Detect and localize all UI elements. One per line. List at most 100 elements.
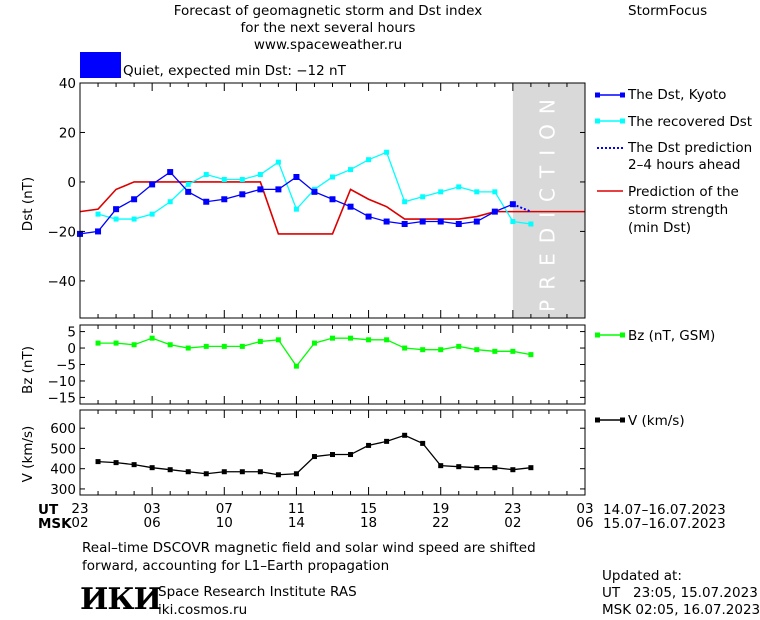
- ut-tick-label: 23: [71, 501, 88, 517]
- dst-kyoto-point: [239, 191, 246, 198]
- status-text: Quiet, expected min Dst: −12 nT: [123, 63, 346, 79]
- y-tick-label: 0: [67, 175, 76, 191]
- legend-storm-strength-line1: Prediction of the: [628, 184, 739, 200]
- v-point: [149, 465, 155, 471]
- ut-tick-label: 23: [504, 501, 521, 517]
- msk-tick-label: 02: [504, 515, 521, 531]
- bz-point: [492, 348, 498, 354]
- bz-point: [203, 343, 209, 349]
- brand-name: StormFocus: [628, 3, 708, 19]
- prediction-band-label: PREDICTION: [535, 89, 559, 312]
- footer-note-line1: Real–time DSCOVR magnetic field and sola…: [82, 540, 536, 556]
- chart-title-line1: Forecast of geomagnetic storm and Dst in…: [173, 3, 483, 19]
- storm-strength-line: [79, 181, 585, 235]
- dst-kyoto-point: [113, 206, 120, 213]
- y-tick-label: 20: [59, 125, 76, 141]
- ut-tick-label: 11: [288, 501, 305, 517]
- v-point: [311, 454, 317, 460]
- bz-point: [474, 347, 480, 353]
- dst-kyoto-point: [491, 208, 498, 215]
- footer-note-line2: forward, accounting for L1–Earth propaga…: [82, 558, 390, 574]
- v-point: [131, 462, 137, 468]
- updated-msk: MSK 02:05, 16.07.2023: [602, 602, 760, 618]
- y-tick-label: 5: [67, 325, 76, 341]
- dst-recovered-point: [438, 189, 444, 195]
- legend-dst-prediction-line1: The Dst prediction: [628, 140, 753, 156]
- institute-name: Space Research Institute RAS: [158, 584, 357, 600]
- dst-kyoto-point: [95, 228, 102, 235]
- bz-point: [95, 340, 101, 346]
- dst-kyoto-point: [437, 218, 444, 225]
- v-point: [366, 442, 372, 448]
- y-tick-label: 300: [50, 482, 76, 498]
- dst-recovered-point: [203, 172, 209, 178]
- dst-kyoto-point: [257, 186, 264, 193]
- dst-recovered-point: [384, 149, 390, 155]
- bz-point: [239, 343, 245, 349]
- v-point: [221, 469, 227, 475]
- v-point: [528, 465, 534, 471]
- v-point: [510, 467, 516, 473]
- y-tick-label: 600: [50, 421, 76, 437]
- dst-recovered-point: [113, 216, 119, 222]
- dst-kyoto-point: [149, 181, 156, 188]
- legend-swatch-v-marker: [595, 417, 600, 423]
- legend-swatch-dst-kyoto-marker: [620, 92, 625, 98]
- dst-kyoto-point: [311, 188, 318, 195]
- bz-axis-label: Bz (nT): [20, 346, 36, 394]
- bz-point: [149, 335, 155, 341]
- bz-point: [402, 345, 408, 351]
- legend-dst-prediction-line2: 2–4 hours ahead: [628, 157, 741, 173]
- ut-axis-label: UT: [38, 502, 59, 518]
- y-tick-label: −5: [56, 358, 76, 374]
- legend-swatch-dst-recovered-marker: [595, 118, 600, 124]
- ut-range: 14.07–16.07.2023: [603, 502, 726, 518]
- dst-recovered-point: [330, 174, 335, 180]
- legend-dst-recovered: The recovered Dst: [628, 114, 753, 130]
- ut-tick-label: 15: [360, 501, 377, 517]
- y-tick-label: 40: [59, 76, 76, 92]
- bz-point: [275, 337, 281, 343]
- y-tick-label: 400: [50, 462, 76, 478]
- y-tick-label: −40: [48, 274, 77, 290]
- updated-ut: UT 23:05, 15.07.2023: [602, 585, 758, 601]
- msk-tick-label: 18: [360, 515, 377, 531]
- bz-point: [384, 337, 390, 343]
- dst-kyoto-point: [473, 218, 480, 225]
- dst-recovered-point: [185, 181, 191, 187]
- dst-recovered-point: [492, 189, 498, 195]
- y-tick-label: −10: [48, 374, 77, 390]
- site-url[interactable]: www.spaceweather.ru: [253, 37, 403, 53]
- v-point: [95, 459, 101, 465]
- bz-point: [131, 342, 137, 348]
- v-point: [402, 432, 408, 438]
- dst-kyoto-point: [203, 198, 210, 205]
- bz-point: [167, 342, 173, 348]
- bz-point: [113, 340, 119, 346]
- dst-recovered-point: [131, 216, 137, 222]
- bz-point: [221, 343, 227, 349]
- bz-point: [330, 335, 335, 341]
- dst-recovered-point: [474, 189, 480, 195]
- institute-url[interactable]: iki.cosmos.ru: [158, 602, 248, 618]
- bz-point: [257, 338, 263, 344]
- v-point: [420, 440, 426, 446]
- dst-kyoto-point: [347, 203, 354, 210]
- y-tick-label: −20: [48, 224, 77, 240]
- bz-point: [420, 347, 426, 353]
- dst-kyoto-point: [275, 186, 282, 193]
- bz-point: [528, 352, 534, 358]
- dst-recovered-point: [420, 194, 426, 200]
- v-point: [384, 438, 390, 444]
- dst-recovered-point: [348, 167, 354, 173]
- dst-kyoto-point: [185, 188, 192, 195]
- msk-tick-label: 10: [216, 515, 233, 531]
- dst-recovered-point: [239, 176, 245, 182]
- y-tick-label: −15: [48, 390, 77, 406]
- bz-point: [348, 335, 354, 341]
- msk-tick-label: 14: [288, 515, 305, 531]
- v-point: [348, 452, 354, 458]
- v-point: [167, 467, 173, 473]
- v-point: [203, 471, 209, 477]
- y-tick-label: 0: [67, 341, 76, 357]
